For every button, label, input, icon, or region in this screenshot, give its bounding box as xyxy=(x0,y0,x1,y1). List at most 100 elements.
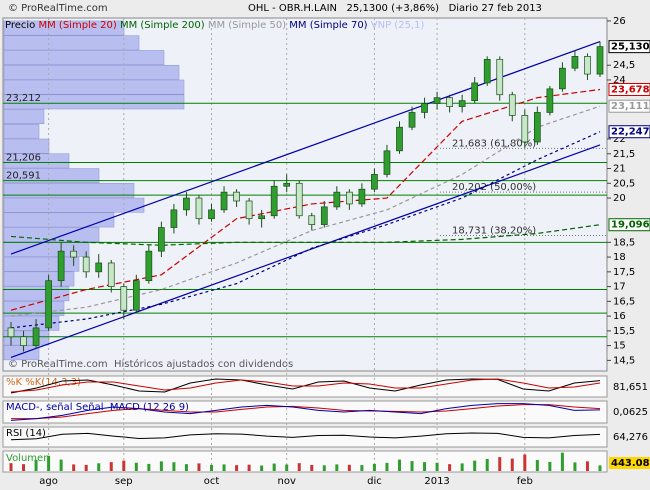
profile-bar xyxy=(3,64,180,80)
candle-body xyxy=(584,56,591,75)
profile-bar xyxy=(3,212,115,228)
moving-average xyxy=(10,224,601,246)
candle-body xyxy=(546,88,554,113)
volume-bar xyxy=(535,459,539,471)
volume-bar xyxy=(485,458,489,471)
volume-bar xyxy=(448,464,452,471)
profile-bar xyxy=(3,345,40,361)
volume-bar xyxy=(347,464,351,471)
volume-bar xyxy=(322,465,326,471)
candle-body xyxy=(32,327,40,346)
candle-body xyxy=(346,191,353,205)
indicator-value: 64,276 xyxy=(613,432,648,443)
level-label: 21,206 xyxy=(6,152,41,163)
volume-bar xyxy=(59,459,63,471)
value-tag: 25,1300 xyxy=(611,42,650,53)
value-tag-bg xyxy=(608,125,650,139)
volume-bar xyxy=(210,464,214,471)
macd-panel xyxy=(2,400,608,424)
level-label: 23,212 xyxy=(6,93,41,104)
value-tag-bg xyxy=(608,40,650,54)
candle-body xyxy=(433,97,441,104)
candle-body xyxy=(70,250,78,258)
volume-bar xyxy=(222,464,226,471)
candle-body xyxy=(20,336,27,346)
volume-bar xyxy=(335,464,339,471)
y-tick-label: 24,5 xyxy=(613,60,635,71)
candle-body xyxy=(170,209,178,228)
volume-bar xyxy=(272,463,276,471)
profile-bar xyxy=(3,168,100,184)
volume-bar xyxy=(372,463,376,471)
profile-bar xyxy=(3,50,165,65)
volume-bar xyxy=(410,461,414,471)
volume-bar xyxy=(585,461,589,471)
volume-panel xyxy=(2,450,608,473)
volume-bar xyxy=(435,462,439,471)
indicator-label: RSI (14) xyxy=(6,428,46,439)
y-tick-label: 18,5 xyxy=(613,237,635,248)
volume-bar xyxy=(84,464,88,471)
indicator-line xyxy=(10,378,601,393)
candle-body xyxy=(145,250,153,282)
x-tick-label: dic xyxy=(367,476,382,487)
candle-body xyxy=(270,185,278,217)
moving-average xyxy=(10,105,601,317)
candle-body xyxy=(95,262,103,273)
volume-bar xyxy=(548,461,552,471)
y-tick-label: 14,5 xyxy=(613,355,635,366)
volume-label: Volumen xyxy=(6,453,50,464)
volume-bar xyxy=(560,452,564,471)
legend-gap xyxy=(424,20,427,31)
fibonacci-label: 21,683 (61,80%) xyxy=(452,138,536,149)
candle-body xyxy=(258,215,265,220)
indicator-label: MACD-, señal Señal MACD (12 26 9) xyxy=(6,402,189,413)
profile-bar xyxy=(3,183,135,198)
profile-bar xyxy=(3,138,50,154)
candle-body xyxy=(245,200,253,220)
candle-body xyxy=(458,100,466,107)
value-tag: 22,247 xyxy=(611,127,650,138)
indicator-line xyxy=(11,404,601,420)
candle-body xyxy=(120,286,128,311)
volume-bar xyxy=(97,463,101,471)
y-tick-label: 15,5 xyxy=(613,326,635,337)
candle-body xyxy=(220,191,228,211)
volume-tag-bg xyxy=(609,457,650,469)
profile-bar xyxy=(3,35,140,51)
indicator-line xyxy=(10,432,601,441)
chart-title: OHL - OBR.H.LAIN 25,1300 (+3,86%) Diario… xyxy=(248,3,542,14)
value-tag-bg xyxy=(608,82,650,96)
volume-bar xyxy=(360,465,364,471)
volume-value: 443.089 xyxy=(611,458,650,469)
candle-body xyxy=(183,197,190,211)
legend: Precio MM (Simple 20) MM (Simple 200) MM… xyxy=(5,20,428,31)
value-tag-bg xyxy=(608,99,650,113)
fibonacci-label: 20,202 (50,00%) xyxy=(452,182,536,193)
volume-bar xyxy=(47,455,51,471)
volume-bar xyxy=(159,461,163,471)
candle-body xyxy=(521,115,529,143)
source: © ProRealTime.com xyxy=(8,3,108,14)
candle-body xyxy=(408,112,416,128)
candle-body xyxy=(107,262,115,287)
volume-bar xyxy=(134,462,138,471)
profile-bar xyxy=(3,124,40,139)
volume-bar xyxy=(460,463,464,471)
candle-body xyxy=(496,58,504,96)
candle-body xyxy=(82,256,90,273)
volume-bar xyxy=(235,465,239,471)
candle-body xyxy=(45,280,52,329)
y-tick-label: 17,5 xyxy=(613,267,635,278)
profile-bar xyxy=(3,286,70,302)
volume-bar xyxy=(184,464,188,471)
indicator-value: 81,651 xyxy=(613,382,648,393)
x-tick-label: oct xyxy=(204,476,220,487)
x-tick-label: sep xyxy=(115,476,133,487)
candle-body xyxy=(446,97,453,107)
legend-entry: MM (Simple 70) xyxy=(289,20,367,31)
indicator-label: %K %K(14,3,3) xyxy=(6,377,81,388)
y-tick-label: 22 xyxy=(613,134,626,145)
candle-body xyxy=(295,182,303,217)
